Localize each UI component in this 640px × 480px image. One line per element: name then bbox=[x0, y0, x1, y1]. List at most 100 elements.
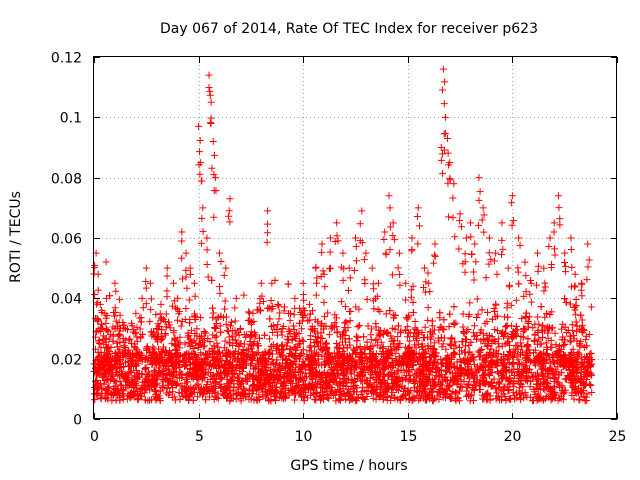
data-point-baseline bbox=[182, 362, 190, 370]
data-point-baseline bbox=[292, 382, 300, 390]
data-point-baseline bbox=[134, 357, 142, 365]
data-point-baseline bbox=[435, 396, 443, 404]
data-point-baseline bbox=[167, 354, 175, 362]
data-point-baseline bbox=[387, 397, 395, 405]
data-point-baseline bbox=[424, 342, 432, 350]
data-points bbox=[90, 65, 596, 405]
data-point-baseline bbox=[434, 365, 442, 373]
data-point-baseline bbox=[463, 381, 471, 389]
data-point-baseline bbox=[529, 324, 537, 332]
data-point-baseline bbox=[382, 310, 390, 318]
data-point-baseline bbox=[446, 310, 454, 318]
data-point-baseline bbox=[572, 318, 580, 326]
data-point-baseline bbox=[176, 338, 184, 346]
data-point-baseline bbox=[191, 329, 199, 337]
data-point-baseline bbox=[411, 317, 419, 325]
data-point-baseline bbox=[417, 391, 425, 399]
data-point-baseline bbox=[568, 392, 576, 400]
data-point-baseline bbox=[269, 341, 277, 349]
data-point-baseline bbox=[102, 258, 110, 266]
data-point-baseline bbox=[518, 343, 526, 351]
data-point-baseline bbox=[239, 364, 247, 372]
data-point-baseline bbox=[171, 393, 179, 401]
data-point-baseline bbox=[146, 318, 154, 326]
data-point-baseline bbox=[377, 338, 385, 346]
data-point-baseline bbox=[115, 327, 123, 335]
data-point-baseline bbox=[253, 397, 261, 405]
data-point-baseline bbox=[583, 390, 591, 398]
data-point-baseline bbox=[342, 318, 350, 326]
data-point-baseline bbox=[582, 336, 590, 344]
data-point-baseline bbox=[581, 397, 589, 405]
data-point-baseline bbox=[113, 353, 121, 361]
data-point-baseline bbox=[166, 324, 174, 332]
data-point-baseline bbox=[100, 380, 108, 388]
data-point-baseline bbox=[394, 333, 402, 341]
data-point-baseline bbox=[522, 309, 530, 317]
data-point-baseline bbox=[451, 350, 459, 358]
data-point-baseline bbox=[562, 386, 570, 394]
data-point-baseline bbox=[329, 388, 337, 396]
data-point-baseline bbox=[477, 326, 485, 334]
data-point-baseline bbox=[527, 393, 535, 401]
data-point-baseline bbox=[369, 394, 377, 402]
data-point-baseline bbox=[541, 386, 549, 394]
data-point-baseline bbox=[424, 269, 432, 277]
data-point-baseline bbox=[543, 310, 551, 318]
data-point-baseline bbox=[302, 388, 310, 396]
data-point-baseline bbox=[303, 353, 311, 361]
data-point-baseline bbox=[227, 322, 235, 330]
data-point-baseline bbox=[117, 381, 125, 389]
data-point-baseline bbox=[105, 383, 113, 391]
data-point-baseline bbox=[156, 310, 164, 318]
data-point-baseline bbox=[269, 322, 277, 330]
data-point-baseline bbox=[158, 326, 166, 334]
data-point-baseline bbox=[216, 322, 224, 330]
data-point-baseline bbox=[341, 303, 349, 311]
data-point-baseline bbox=[188, 390, 196, 398]
data-point-baseline bbox=[299, 357, 307, 365]
data-point-baseline bbox=[285, 327, 293, 335]
data-point-baseline bbox=[353, 344, 361, 352]
data-point-baseline bbox=[403, 323, 411, 331]
data-point-baseline bbox=[493, 362, 501, 370]
data-point-baseline bbox=[403, 333, 411, 341]
data-point-baseline bbox=[414, 326, 422, 334]
data-point-baseline bbox=[451, 389, 459, 397]
data-point-baseline bbox=[521, 389, 529, 397]
data-point-baseline bbox=[291, 396, 299, 404]
data-point-baseline bbox=[116, 296, 124, 304]
data-point-baseline bbox=[366, 345, 374, 353]
data-point-baseline bbox=[513, 326, 521, 334]
data-point-baseline bbox=[208, 304, 216, 312]
data-point-baseline bbox=[224, 327, 232, 335]
data-point-baseline bbox=[126, 335, 134, 343]
data-point-baseline bbox=[353, 337, 361, 345]
data-point-baseline bbox=[354, 334, 362, 342]
data-point-baseline bbox=[487, 345, 495, 353]
data-point-baseline bbox=[504, 351, 512, 359]
data-point-baseline bbox=[285, 391, 293, 399]
data-point-baseline bbox=[561, 295, 569, 303]
data-point-baseline bbox=[197, 314, 205, 322]
data-point-baseline bbox=[568, 321, 576, 329]
data-point-baseline bbox=[587, 349, 595, 357]
data-point-baseline bbox=[364, 322, 372, 330]
data-point-baseline bbox=[577, 311, 585, 319]
data-point-baseline bbox=[123, 395, 131, 403]
data-point-baseline bbox=[113, 339, 121, 347]
data-point-baseline bbox=[363, 338, 371, 346]
data-point-baseline bbox=[214, 370, 222, 378]
data-point-baseline bbox=[393, 345, 401, 353]
data-point-baseline bbox=[337, 298, 345, 306]
data-point-baseline bbox=[231, 355, 239, 363]
data-point-baseline bbox=[213, 332, 221, 340]
data-point-baseline bbox=[424, 378, 432, 386]
data-point-baseline bbox=[512, 296, 520, 304]
data-point-baseline bbox=[271, 393, 279, 401]
data-point-baseline bbox=[284, 280, 292, 288]
data-point-baseline bbox=[551, 360, 559, 368]
data-point-baseline bbox=[399, 376, 407, 384]
data-point-baseline bbox=[232, 395, 240, 403]
